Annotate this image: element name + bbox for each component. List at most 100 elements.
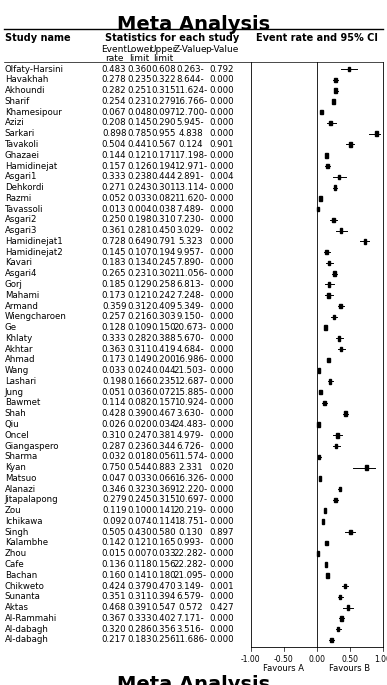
- Text: 0.000: 0.000: [209, 248, 234, 257]
- Text: 0.000: 0.000: [209, 151, 234, 160]
- Text: Azizi: Azizi: [5, 119, 24, 127]
- Text: 0.351: 0.351: [102, 593, 127, 601]
- Text: 0.216: 0.216: [127, 312, 152, 321]
- Text: 0.000: 0.000: [209, 625, 234, 634]
- Text: 0.361: 0.361: [102, 226, 127, 235]
- Text: 0.505: 0.505: [102, 527, 127, 536]
- Bar: [317, 422, 320, 427]
- Text: 0.000: 0.000: [209, 280, 234, 289]
- Text: 0.360: 0.360: [127, 64, 152, 73]
- Bar: [365, 465, 368, 470]
- Bar: [340, 616, 342, 621]
- Text: 0.000: 0.000: [209, 86, 234, 95]
- Text: 0.000: 0.000: [209, 312, 234, 321]
- Text: 0.483: 0.483: [102, 64, 127, 73]
- Text: 0.000: 0.000: [209, 205, 234, 214]
- Bar: [338, 336, 340, 340]
- Bar: [335, 444, 337, 448]
- Text: Shah: Shah: [5, 409, 26, 419]
- Text: 0.544: 0.544: [127, 463, 152, 472]
- Text: 3.516-: 3.516-: [176, 625, 204, 634]
- Bar: [344, 584, 346, 588]
- Text: Alanazi: Alanazi: [5, 484, 36, 494]
- Text: 0.322: 0.322: [151, 75, 176, 84]
- Text: 0.315: 0.315: [151, 86, 176, 95]
- Text: Bawmet: Bawmet: [5, 399, 40, 408]
- Text: 0.144: 0.144: [102, 151, 127, 160]
- Text: 7.248-: 7.248-: [176, 290, 204, 300]
- Text: 0.000: 0.000: [209, 366, 234, 375]
- Text: 0.333: 0.333: [102, 334, 127, 342]
- Text: 0.367: 0.367: [102, 614, 127, 623]
- Text: 0.173: 0.173: [102, 290, 127, 300]
- Text: 0.033: 0.033: [102, 366, 127, 375]
- Text: Statistics for each study: Statistics for each study: [104, 33, 239, 43]
- Text: Armand: Armand: [5, 301, 39, 310]
- Text: 0.033: 0.033: [127, 474, 152, 483]
- Text: 5.670-: 5.670-: [176, 334, 204, 342]
- Text: 0.883: 0.883: [151, 463, 176, 472]
- Text: 0.194: 0.194: [151, 248, 176, 257]
- Text: 0.034: 0.034: [151, 420, 176, 429]
- Text: 0.728: 0.728: [102, 237, 127, 246]
- Text: 0.390: 0.390: [127, 409, 152, 419]
- Text: Aktas: Aktas: [5, 603, 29, 612]
- Text: 0.000: 0.000: [209, 97, 234, 106]
- Text: 0.000: 0.000: [209, 237, 234, 246]
- Text: 0.033: 0.033: [127, 194, 152, 203]
- Bar: [332, 218, 335, 222]
- Text: 0.002: 0.002: [209, 226, 234, 235]
- Text: Asgari4: Asgari4: [5, 269, 37, 278]
- Text: Asgari3: Asgari3: [5, 226, 37, 235]
- Text: 0.580: 0.580: [151, 527, 176, 536]
- Text: 0.750: 0.750: [102, 463, 127, 472]
- Text: 0.165: 0.165: [151, 538, 176, 547]
- Text: 0.000: 0.000: [209, 377, 234, 386]
- Text: 0.281: 0.281: [127, 226, 152, 235]
- Text: 0.000: 0.000: [209, 409, 234, 419]
- Text: 0.141: 0.141: [127, 571, 152, 580]
- Text: 9.150-: 9.150-: [176, 312, 204, 321]
- Bar: [324, 325, 327, 329]
- Text: 9.957-: 9.957-: [176, 248, 204, 257]
- Text: -0.50: -0.50: [274, 655, 294, 664]
- Text: 11.056-: 11.056-: [174, 269, 207, 278]
- Text: 0.450: 0.450: [151, 226, 176, 235]
- Text: 16.986-: 16.986-: [174, 356, 207, 364]
- Text: Qiu: Qiu: [5, 420, 19, 429]
- Text: 0.001: 0.001: [209, 582, 234, 590]
- Text: 0.000: 0.000: [209, 431, 234, 440]
- Text: 0.243: 0.243: [127, 183, 152, 192]
- Text: 0.993-: 0.993-: [176, 538, 204, 547]
- Text: Asgari2: Asgari2: [5, 215, 37, 225]
- Text: 0.004: 0.004: [127, 205, 152, 214]
- Text: 0.50: 0.50: [342, 655, 358, 664]
- Text: 0.109: 0.109: [127, 323, 152, 332]
- Bar: [326, 164, 329, 169]
- Text: 0.208: 0.208: [102, 119, 127, 127]
- Text: 0.171: 0.171: [151, 151, 176, 160]
- Text: 0.134: 0.134: [127, 258, 152, 267]
- Text: 0.000: 0.000: [209, 506, 234, 515]
- Text: 0.000: 0.000: [209, 517, 234, 526]
- Text: 0.119: 0.119: [102, 506, 127, 515]
- Text: 0.320: 0.320: [102, 625, 127, 634]
- Text: 0.173: 0.173: [102, 356, 127, 364]
- Text: -1.00: -1.00: [241, 655, 260, 664]
- Bar: [337, 627, 339, 632]
- Text: 0.402: 0.402: [151, 614, 176, 623]
- Text: 0.608: 0.608: [151, 64, 176, 73]
- Text: 0.245: 0.245: [151, 258, 176, 267]
- Text: 0.000: 0.000: [209, 636, 234, 645]
- Text: 0.185: 0.185: [102, 280, 127, 289]
- Text: 0.282: 0.282: [127, 334, 152, 342]
- Text: 0.044: 0.044: [151, 366, 176, 375]
- Bar: [339, 303, 342, 308]
- Text: 6.813-: 6.813-: [176, 280, 204, 289]
- Text: 0.785: 0.785: [127, 129, 152, 138]
- Text: 3.029-: 3.029-: [176, 226, 204, 235]
- Text: Al-Rammahi: Al-Rammahi: [5, 614, 57, 623]
- Text: 0.047: 0.047: [102, 474, 127, 483]
- Bar: [336, 433, 339, 438]
- Text: 0.018: 0.018: [127, 452, 152, 461]
